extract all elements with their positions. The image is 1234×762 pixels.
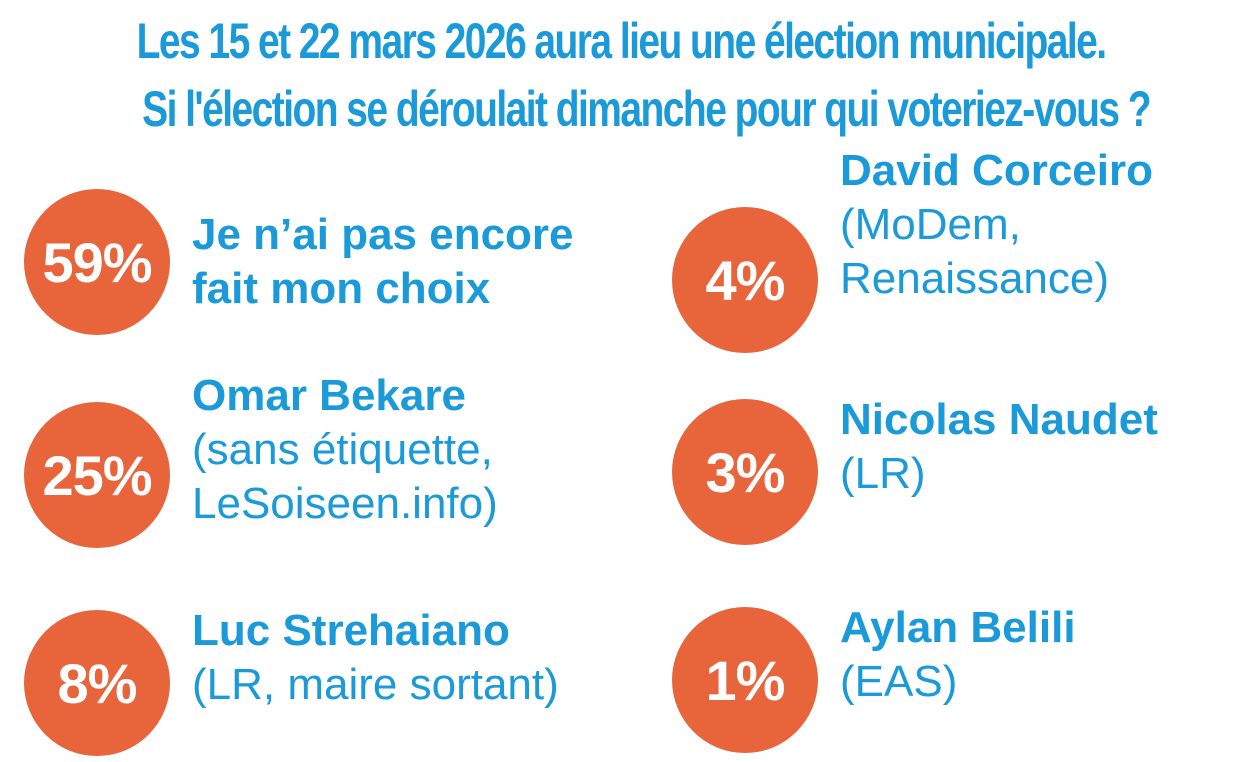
percentage-circle: 4% bbox=[672, 207, 818, 353]
candidate-name: Nicolas Naudet bbox=[840, 395, 1158, 444]
candidate-affiliation: (MoDem, bbox=[840, 200, 1021, 249]
percentage-circle: 1% bbox=[672, 607, 818, 753]
candidate-affiliation: (LR) bbox=[840, 449, 926, 498]
percentage-circle: 3% bbox=[672, 399, 818, 545]
percentage-circle: 8% bbox=[24, 610, 170, 756]
candidate-affiliation: Renaissance) bbox=[840, 254, 1110, 303]
poll-item: 8% Luc Strehaiano (LR, maire sortant) bbox=[24, 606, 559, 756]
candidate-affiliation: LeSoiseen.info) bbox=[192, 479, 498, 528]
candidate-affiliation: (LR, maire sortant) bbox=[192, 660, 559, 709]
title-line-1: Les 15 et 22 mars 2026 aura lieu une éle… bbox=[136, 13, 1107, 69]
candidate-label: Omar Bekare (sans étiquette, LeSoiseen.inf… bbox=[192, 369, 498, 531]
candidate-affiliation: (sans étiquette, bbox=[192, 425, 493, 474]
candidate-name: David Corceiro bbox=[840, 146, 1153, 195]
title-line-2: Si l'élection se déroulait dimanche pour… bbox=[142, 81, 1151, 137]
poll-item: 59% Je n’ai pas encore fait mon choix bbox=[24, 189, 574, 335]
candidate-label: Aylan Belili (EAS) bbox=[840, 601, 1076, 709]
candidate-label: Luc Strehaiano (LR, maire sortant) bbox=[192, 604, 559, 712]
candidate-name: Je n’ai pas encore bbox=[192, 210, 574, 259]
percentage-circle: 59% bbox=[24, 189, 170, 335]
candidate-name: Aylan Belili bbox=[840, 603, 1076, 652]
candidate-label: Je n’ai pas encore fait mon choix bbox=[192, 208, 574, 316]
candidate-name: Luc Strehaiano bbox=[192, 606, 510, 655]
candidate-affiliation: (EAS) bbox=[840, 657, 958, 706]
poll-item: 4% David Corceiro (MoDem, Renaissance) bbox=[672, 146, 1153, 361]
poll-item: 25% Omar Bekare (sans étiquette, LeSoiseen.… bbox=[24, 371, 498, 556]
candidate-name: Omar Bekare bbox=[192, 371, 466, 420]
poll-item: 3% Nicolas Naudet (LR) bbox=[672, 395, 1158, 545]
candidate-label: Nicolas Naudet (LR) bbox=[840, 393, 1158, 501]
percentage-circle: 25% bbox=[24, 402, 170, 548]
poll-item: 1% Aylan Belili (EAS) bbox=[672, 603, 1076, 753]
candidate-name: fait mon choix bbox=[192, 264, 491, 313]
candidate-label: David Corceiro (MoDem, Renaissance) bbox=[840, 144, 1153, 306]
